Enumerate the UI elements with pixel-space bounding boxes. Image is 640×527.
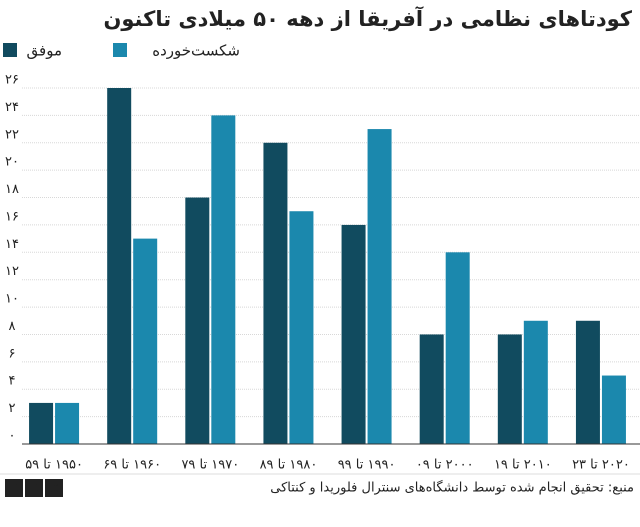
legend-swatch xyxy=(113,43,127,57)
y-tick-label: ۴ xyxy=(9,374,16,389)
x-tick-label: ۱۹۶۰ تا ۶۹ xyxy=(103,458,161,473)
x-tick-label: ۱۹۹۰ تا ۹۹ xyxy=(338,458,396,473)
bar xyxy=(575,320,600,444)
logo-box xyxy=(45,479,63,497)
y-tick-label: ۱۶ xyxy=(5,209,19,224)
legend-swatch xyxy=(3,43,17,57)
bar xyxy=(341,224,366,444)
bar xyxy=(263,142,288,444)
x-tick-label: ۱۹۷۰ تا ۷۹ xyxy=(181,458,239,473)
legend-label: شکست‌خورده xyxy=(152,42,240,60)
bar xyxy=(445,252,470,444)
bar xyxy=(185,197,210,444)
y-tick-label: ۱۰ xyxy=(5,292,19,307)
y-tick-label: ۱۴ xyxy=(5,237,19,252)
bar xyxy=(211,115,236,444)
y-tick-label: ۲۲ xyxy=(5,127,19,142)
bar xyxy=(55,402,80,444)
bar xyxy=(289,211,314,444)
y-tick-label: ۰ xyxy=(9,429,16,444)
x-tick-label: ۲۰۰۰ تا ۰۹ xyxy=(416,458,474,473)
bar xyxy=(601,375,626,444)
bar xyxy=(133,238,158,444)
bar xyxy=(523,320,548,444)
y-tick-label: ۲۶ xyxy=(5,73,19,88)
y-tick-label: ۱۸ xyxy=(5,182,19,197)
x-tick-label: ۲۰۲۰ تا ۲۳ xyxy=(572,458,630,473)
logo-letter: C xyxy=(50,482,59,496)
bar xyxy=(497,334,522,444)
chart-title: کودتاهای نظامی در آفریقا از دهه ۵۰ میلاد… xyxy=(103,6,632,31)
y-tick-label: ۲ xyxy=(9,401,16,416)
bar xyxy=(107,88,132,444)
x-tick-label: ۲۰۱۰ تا ۱۹ xyxy=(494,458,552,473)
x-tick-label: ۱۹۵۰ تا ۵۹ xyxy=(25,458,83,473)
x-tick-label: ۱۹۸۰ تا ۸۹ xyxy=(260,458,318,473)
logo-box xyxy=(25,479,43,497)
source: منبع: تحقیق انجام شده توسط دانشگاه‌های س… xyxy=(270,480,634,496)
y-tick-label: ۲۰ xyxy=(5,155,19,170)
logo-box xyxy=(5,479,23,497)
y-tick-label: ۱۲ xyxy=(5,264,19,279)
bar xyxy=(29,402,54,444)
y-tick-label: ۲۴ xyxy=(5,100,19,115)
logo-letter: B xyxy=(9,482,18,496)
bar xyxy=(367,129,392,445)
y-tick-label: ۸ xyxy=(9,319,16,334)
y-tick-label: ۶ xyxy=(9,346,16,361)
legend-label: موفق xyxy=(27,42,62,60)
bar xyxy=(419,334,444,444)
logo-letter: B xyxy=(29,482,38,496)
